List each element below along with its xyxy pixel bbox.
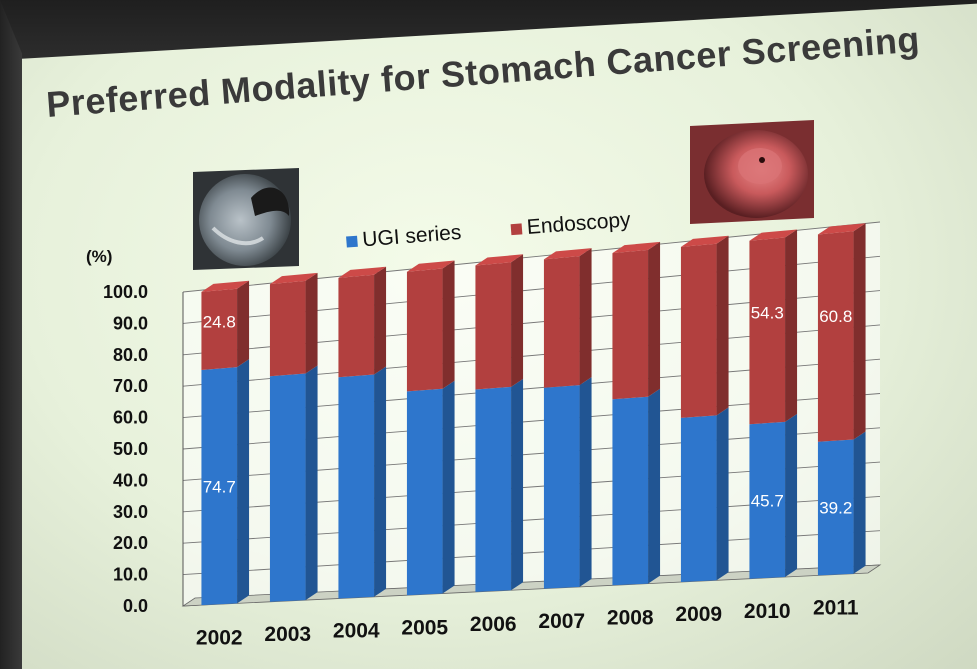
bar-endoscopy-2007 — [543, 256, 580, 388]
bar-endoscopy-2010 — [749, 237, 786, 425]
y-tick-label: 0.0 — [123, 596, 148, 616]
bar-endoscopy-2005-side — [442, 260, 455, 389]
bar-endoscopy-2011-top — [817, 223, 866, 235]
y-tick-label: 100.0 — [103, 282, 148, 302]
bar-ugi-series-2006 — [475, 386, 512, 592]
legend: UGI series Endoscopy — [346, 208, 632, 251]
legend-label: Endoscopy — [526, 208, 632, 239]
bar-ugi-series-2003 — [269, 373, 306, 602]
x-tick-label: 2008 — [607, 606, 654, 629]
y-tick-label: 90.0 — [113, 313, 148, 333]
bar-endoscopy-2002-side — [237, 280, 250, 368]
bar-endoscopy-2005-top — [406, 260, 455, 272]
bar-endoscopy-2002-top — [201, 280, 250, 292]
x-tick-label: 2006 — [470, 613, 517, 636]
bar-endoscopy-2009-side — [716, 235, 729, 416]
bar-endoscopy-2005 — [406, 268, 443, 392]
bar-ugi-series-2007 — [543, 385, 580, 589]
bar-endoscopy-2011-side — [853, 223, 866, 440]
bars — [201, 223, 866, 606]
bar-ugi-series-2011-side — [853, 431, 866, 574]
bar-ugi-series-2004-side — [374, 366, 387, 597]
x-tick-label: 2010 — [744, 600, 791, 623]
bar-ugi-series-2011 — [817, 439, 854, 576]
bar-ugi-series-2005-side — [442, 380, 455, 594]
x-tick-label: 2009 — [675, 603, 722, 626]
ugi-xray-image — [193, 168, 299, 270]
x-axis-ticks: 2002 2003 2004 2005 2006 2007 2008 2009 2010 2011 — [196, 597, 859, 650]
y-axis-ticks: 0.0 10.0 20.0 30.0 40.0 50.0 60.0 70.0 80.0 90.0 1… — [103, 282, 148, 616]
y-tick-label: 60.0 — [113, 408, 148, 428]
bar-ugi-series-2010 — [749, 421, 786, 579]
legend-swatch — [510, 223, 523, 236]
x-tick-label: 2005 — [401, 616, 448, 639]
data-label: 24.8 — [203, 313, 236, 332]
bar-endoscopy-2009-top — [680, 235, 729, 247]
bar-ugi-series-2006-side — [511, 378, 524, 591]
y-tick-label: 20.0 — [113, 533, 148, 553]
bar-ugi-series-2009 — [680, 415, 717, 583]
bar-ugi-series-2002-side — [237, 359, 250, 604]
bar-endoscopy-2006 — [475, 262, 512, 390]
bar-endoscopy-2004 — [338, 274, 375, 378]
data-label: 60.8 — [819, 307, 852, 326]
bar-ugi-series-2003-side — [305, 365, 318, 601]
endoscopy-image — [690, 120, 814, 224]
bar-endoscopy-2007-top — [543, 248, 592, 260]
bar-endoscopy-2011 — [817, 231, 854, 442]
bar-ugi-series-2005 — [406, 388, 443, 596]
data-labels: 74.7 24.8 45.7 54.3 39.2 60.8 — [203, 304, 853, 518]
x-tick-label: 2002 — [196, 626, 243, 649]
bar-ugi-series-2002 — [201, 367, 238, 606]
bar-endoscopy-2006-top — [475, 254, 524, 266]
bar-endoscopy-2004-top — [338, 266, 387, 278]
bar-endoscopy-2007-side — [579, 248, 592, 386]
y-tick-label: 50.0 — [113, 439, 148, 459]
bar-endoscopy-2004-side — [374, 266, 387, 375]
bar-ugi-series-2009-side — [716, 407, 729, 581]
bar-endoscopy-2003-top — [269, 272, 318, 285]
legend-label: UGI series — [361, 221, 462, 251]
data-label: 39.2 — [819, 499, 852, 518]
y-tick-label: 80.0 — [113, 345, 148, 365]
x-tick-label: 2004 — [333, 620, 380, 643]
legend-swatch — [346, 235, 358, 248]
bar-endoscopy-2003-side — [305, 272, 318, 374]
x-tick-label: 2011 — [813, 597, 859, 620]
y-tick-label: 10.0 — [113, 565, 148, 585]
y-axis-label: (%) — [86, 247, 112, 266]
y-tick-label: 30.0 — [113, 502, 148, 522]
y-tick-label: 40.0 — [113, 470, 148, 490]
data-label: 74.7 — [203, 477, 236, 496]
bar-endoscopy-2010-side — [785, 229, 798, 422]
bar-endoscopy-2002 — [201, 288, 238, 370]
x-tick-label: 2007 — [538, 610, 585, 633]
bar-endoscopy-2006-side — [511, 254, 524, 387]
bar-ugi-series-2004 — [338, 374, 375, 599]
screen-left-edge — [0, 0, 22, 669]
bar-endoscopy-2008-side — [648, 241, 661, 397]
bar-ugi-series-2007-side — [579, 377, 592, 587]
bar-endoscopy-2008 — [612, 249, 649, 400]
data-label: 45.7 — [751, 491, 784, 510]
bar-endoscopy-2010-top — [749, 229, 798, 241]
bar-ugi-series-2008 — [612, 396, 649, 586]
data-label: 54.3 — [751, 304, 784, 323]
bar-ugi-series-2010-side — [785, 413, 798, 577]
bar-endoscopy-2003 — [269, 280, 306, 377]
bar-endoscopy-2008-top — [612, 241, 661, 254]
bar-ugi-series-2008-side — [648, 388, 661, 584]
bar-endoscopy-2009 — [680, 243, 717, 418]
y-tick-label: 70.0 — [113, 376, 148, 396]
x-tick-label: 2003 — [264, 623, 311, 646]
